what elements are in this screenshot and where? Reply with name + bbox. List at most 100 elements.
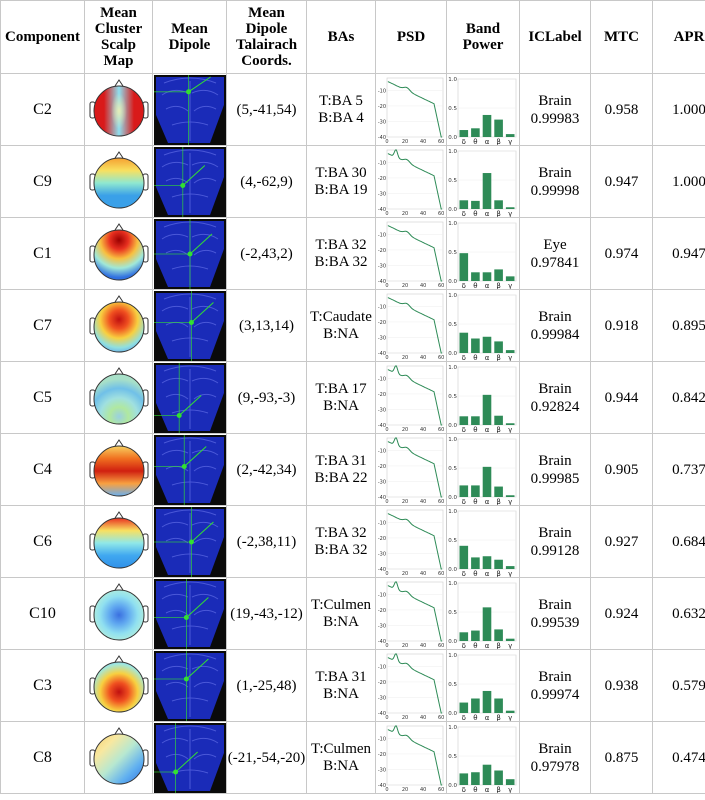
- band-bar: [505, 638, 515, 641]
- header-bas: BAs: [306, 0, 376, 74]
- band-bar: [494, 199, 503, 209]
- band-power-svg: 1.0 0.5 0.0 δ θ α β γ: [448, 365, 517, 433]
- band-bar: [505, 275, 515, 281]
- scalp-map-cell: [84, 649, 153, 722]
- psd-y-tick: -40: [378, 639, 386, 645]
- scalp-map: [86, 78, 152, 142]
- band-x-tick: α: [485, 138, 490, 145]
- header-coords: Mean Dipole Talairach Coords.: [226, 0, 307, 74]
- band-x-tick: β: [496, 354, 500, 361]
- band-y-tick: 0.5: [448, 322, 457, 328]
- band-x-tick: α: [485, 498, 490, 505]
- bas-cell: T:Culmen B:NA: [306, 721, 376, 794]
- band-bar: [471, 271, 480, 281]
- dipole-cell: [152, 505, 227, 578]
- apr-value: 0.737: [652, 433, 705, 506]
- psd-svg: -10 -20 -30 -400 20 40 60: [378, 221, 444, 289]
- iclabel-prob: 0.99984: [530, 326, 580, 343]
- band-cell: 1.0 0.5 0.0 δ θ α β γ: [446, 361, 520, 434]
- scalp-map-cell: [84, 73, 153, 146]
- mtc-value: 0.974: [590, 217, 653, 290]
- dipole-image: [153, 146, 226, 217]
- psd-x-tick: 40: [420, 715, 426, 721]
- ba-top: T:BA 32: [315, 236, 367, 253]
- band-power-svg: 1.0 0.5 0.0 δ θ α β γ: [448, 653, 517, 721]
- talairach-coords: (3,13,14): [226, 289, 307, 362]
- psd-curve: [387, 364, 443, 425]
- scalp-map-svg: [89, 438, 148, 496]
- psd-y-tick: -30: [378, 551, 386, 557]
- band-bar: [482, 690, 492, 713]
- psd-x-tick: 20: [402, 139, 408, 145]
- component-id: C3: [0, 649, 85, 722]
- psd-x-tick: 0: [385, 787, 388, 793]
- band-bar: [459, 129, 469, 137]
- band-power-chart: 1.0 0.5 0.0 δ θ α β γ: [448, 75, 519, 145]
- band-x-tick: θ: [473, 426, 477, 433]
- band-y-tick: 0.5: [448, 250, 457, 256]
- band-y-tick: 0.5: [448, 754, 457, 760]
- iclabel-class: Brain: [538, 668, 572, 685]
- apr-value: 0.579: [652, 649, 705, 722]
- dipole-image: [153, 218, 226, 289]
- band-y-tick: 0.0: [448, 567, 457, 573]
- band-bar: [482, 336, 492, 353]
- scalp-map-cell: [84, 361, 153, 434]
- psd-x-tick: 0: [385, 715, 388, 721]
- psd-y-tick: -30: [378, 191, 386, 197]
- psd-y-tick: -20: [378, 535, 386, 541]
- ba-top: T:BA 30: [315, 164, 367, 181]
- iclabel-class: Brain: [538, 524, 572, 541]
- psd-x-tick: 0: [385, 211, 388, 217]
- table-row: C2 (5,-41,54) T:BA 5 B:BA 4 -10 -20 -30 -40 0 20 4…: [0, 73, 705, 146]
- band-x-tick: β: [496, 210, 500, 217]
- dipole-svg: [153, 722, 226, 793]
- iclabel-cell: Brain 0.97978: [519, 721, 591, 794]
- psd-y-tick: -20: [378, 679, 386, 685]
- dipole-cell: [152, 649, 227, 722]
- psd-svg: -10 -20 -30 -400 20 40 60: [378, 148, 444, 217]
- talairach-coords: (-2,43,2): [226, 217, 307, 290]
- bas-cell: T:BA 17 B:NA: [306, 361, 376, 434]
- ba-top: T:BA 5: [319, 92, 363, 109]
- header-apr: APR: [652, 0, 705, 74]
- band-bar: [459, 631, 469, 641]
- psd-plot: -10 -20 -30 -40 0 20 40 60: [377, 507, 446, 577]
- band-x-tick: θ: [473, 498, 477, 505]
- talairach-coords: (5,-41,54): [226, 73, 307, 146]
- iclabel-prob: 0.99998: [530, 182, 580, 199]
- psd-cell: -10 -20 -30 -40 0 20 40 60: [375, 433, 447, 506]
- psd-x-tick: 0: [385, 355, 388, 361]
- mtc-value: 0.938: [590, 649, 653, 722]
- band-x-tick: θ: [473, 138, 477, 145]
- band-y-tick: 1.0: [448, 437, 457, 443]
- band-y-tick: 1.0: [448, 77, 457, 83]
- psd-y-tick: -40: [378, 135, 386, 141]
- band-x-tick: θ: [473, 282, 477, 289]
- mtc-value: 0.918: [590, 289, 653, 362]
- band-power-svg: 1.0 0.5 0.0 δ θ α β γ: [448, 149, 517, 217]
- psd-y-tick: -20: [378, 103, 386, 109]
- apr-value: 1.000: [652, 145, 705, 218]
- band-x-tick: α: [485, 210, 490, 217]
- psd-curve: [387, 724, 443, 785]
- psd-x-tick: 60: [438, 643, 444, 649]
- iclabel-cell: Brain 0.99974: [519, 649, 591, 722]
- psd-y-tick: -10: [378, 448, 386, 454]
- scalp-map: [86, 510, 152, 574]
- dipole-svg: [153, 362, 226, 433]
- band-x-tick: β: [496, 570, 500, 577]
- psd-x-tick: 20: [402, 355, 408, 361]
- scalp-map-svg: [89, 654, 148, 712]
- header-psd: PSD: [375, 0, 447, 74]
- dipole-image: [153, 506, 226, 577]
- psd-y-tick: -20: [378, 751, 386, 757]
- band-y-tick: 0.0: [448, 135, 457, 141]
- band-bar: [505, 422, 515, 425]
- bas-cell: T:BA 32 B:BA 32: [306, 505, 376, 578]
- psd-x-tick: 60: [438, 787, 444, 793]
- ba-top: T:Culmen: [310, 596, 372, 613]
- psd-x-tick: 0: [385, 571, 388, 577]
- talairach-coords: (-2,38,11): [226, 505, 307, 578]
- band-x-tick: δ: [462, 138, 466, 145]
